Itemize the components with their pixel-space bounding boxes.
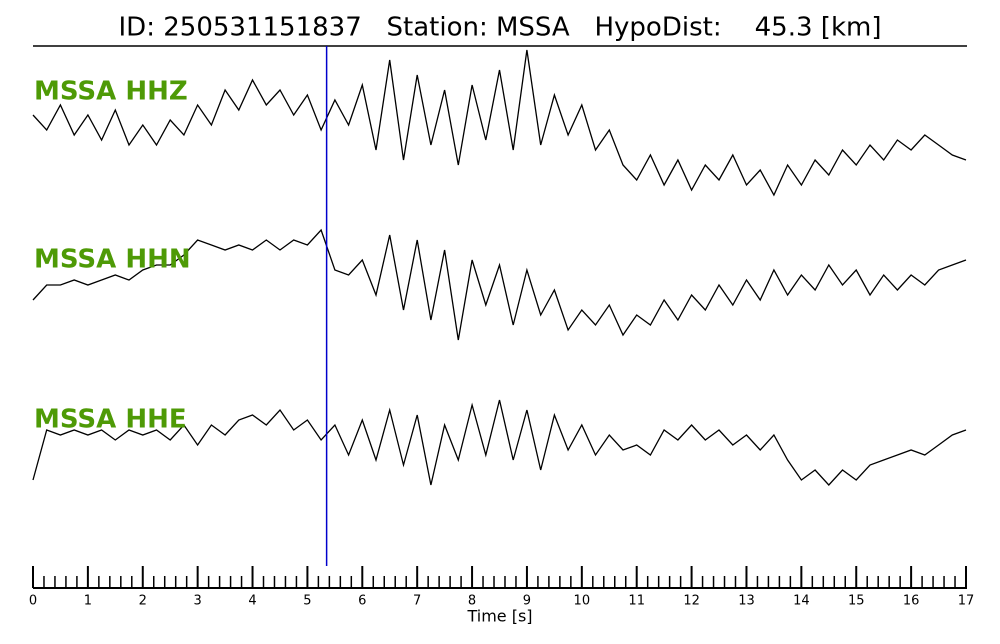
trace-label: MSSA HHN [34,245,191,275]
trace-label: MSSA HHZ [34,77,188,107]
x-tick-label: 1 [84,594,92,609]
x-tick-label: 7 [413,594,421,609]
x-tick-label: 8 [468,594,476,609]
x-tick-label: 3 [194,594,202,609]
x-tick-label: 12 [683,594,700,609]
x-tick-label: 14 [793,594,810,609]
x-tick-label: 2 [139,594,147,609]
waveform [32,399,967,486]
x-tick-label: 0 [29,594,37,609]
chart-title: ID: 250531151837 Station: MSSA HypoDist:… [119,13,882,43]
trace-label: MSSA HHE [34,405,187,435]
x-tick-label: 15 [848,594,865,609]
x-tick-label: 10 [574,594,591,609]
x-tick-label: 9 [523,594,531,609]
x-tick-label: 6 [358,594,366,609]
x-tick-label: 5 [303,594,311,609]
x-tick-label: 13 [738,594,755,609]
waveform [32,228,967,341]
x-tick-label: 4 [248,594,256,609]
x-tick-label: 16 [903,594,920,609]
x-tick-label: 11 [628,594,645,609]
x-axis-label: Time [s] [466,607,532,626]
x-tick-label: 17 [958,594,975,609]
waveform [32,49,967,197]
